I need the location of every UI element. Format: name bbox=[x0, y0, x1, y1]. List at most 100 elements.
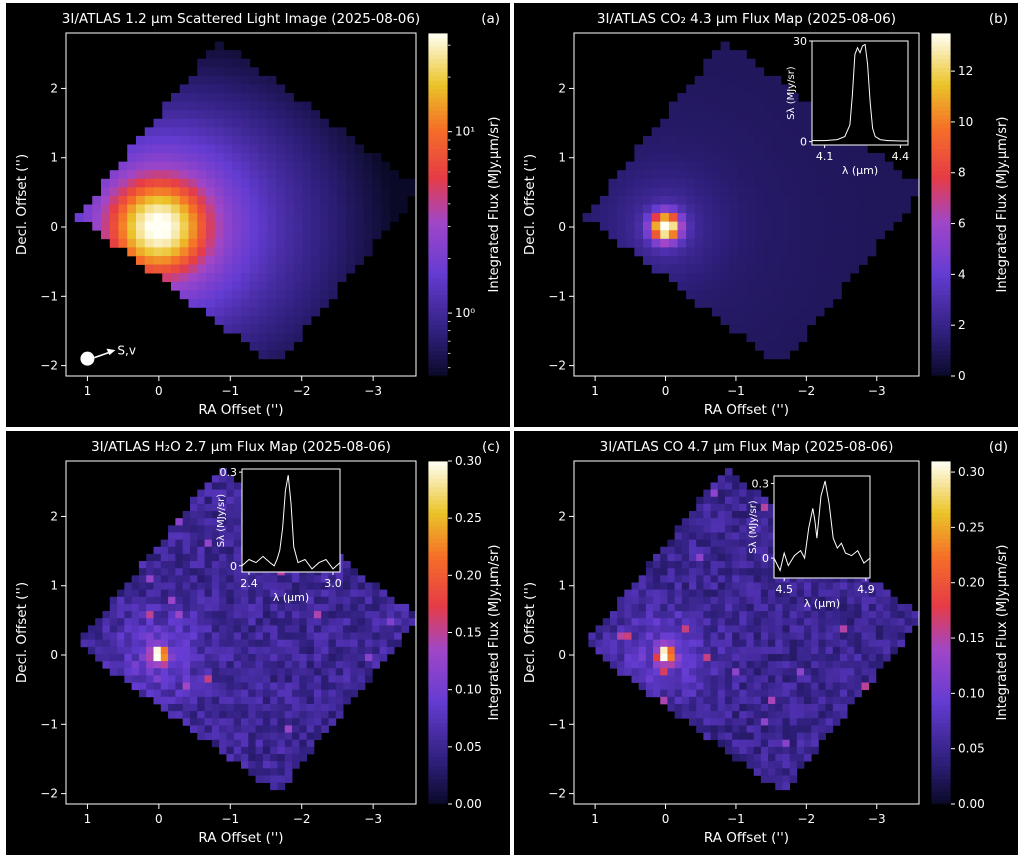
heatmap-pixel bbox=[806, 230, 816, 240]
heatmap-pixel bbox=[168, 639, 176, 648]
heatmap-pixel bbox=[171, 213, 181, 223]
heatmap-pixel bbox=[806, 127, 816, 137]
heatmap-pixel bbox=[144, 204, 154, 214]
heatmap-pixel bbox=[861, 625, 870, 633]
heatmap-pixel bbox=[668, 153, 678, 163]
heatmap-pixel bbox=[796, 718, 805, 726]
heatmap-pixel bbox=[760, 639, 769, 648]
heatmap-pixel bbox=[357, 675, 366, 683]
heatmap-pixel bbox=[712, 84, 722, 94]
heatmap-pixel bbox=[681, 603, 690, 612]
heatmap-pixel bbox=[674, 553, 683, 562]
heatmap-pixel bbox=[306, 711, 315, 719]
heatmap-pixel bbox=[293, 255, 303, 265]
colorbar-segment bbox=[428, 290, 448, 296]
heatmap-pixel bbox=[763, 333, 773, 343]
heatmap-pixel bbox=[277, 575, 286, 583]
heatmap-pixel bbox=[241, 746, 249, 755]
heatmap-pixel bbox=[241, 101, 251, 111]
heatmap-pixel bbox=[350, 589, 359, 598]
heatmap-pixel bbox=[249, 118, 259, 128]
heatmap-pixel bbox=[197, 84, 207, 94]
heatmap-pixel bbox=[686, 127, 696, 137]
heatmap-pixel bbox=[311, 170, 321, 180]
panel-label: (d) bbox=[989, 439, 1008, 455]
heatmap-pixel bbox=[638, 675, 647, 683]
colorbar-segment bbox=[931, 469, 951, 475]
heatmap-pixel bbox=[394, 603, 402, 612]
heatmap-pixel bbox=[258, 255, 268, 265]
heatmap-pixel bbox=[703, 204, 713, 214]
inset-x-axis-label: λ (µm) bbox=[842, 164, 878, 177]
heatmap-pixel bbox=[763, 290, 773, 300]
heatmap-pixel bbox=[109, 195, 119, 205]
heatmap-pixel bbox=[694, 264, 704, 274]
heatmap-pixel bbox=[328, 611, 337, 619]
heatmap-pixel bbox=[717, 503, 726, 512]
colorbar-segment bbox=[931, 598, 951, 604]
colorbar-segment bbox=[931, 563, 951, 569]
heatmap-pixel bbox=[233, 689, 242, 698]
heatmap-pixel bbox=[660, 632, 668, 641]
heatmap-pixel bbox=[168, 589, 176, 598]
heatmap-pixel bbox=[118, 221, 128, 231]
heatmap-pixel bbox=[284, 618, 293, 626]
colorbar-segment bbox=[428, 350, 448, 356]
heatmap-pixel bbox=[214, 118, 224, 128]
heatmap-pixel bbox=[160, 618, 169, 626]
heatmap-pixel bbox=[753, 696, 762, 705]
heatmap-pixel bbox=[241, 696, 249, 705]
heatmap-pixel bbox=[753, 568, 762, 576]
heatmap-pixel bbox=[703, 144, 713, 154]
heatmap-pixel bbox=[755, 273, 765, 283]
heatmap-pixel bbox=[824, 144, 834, 154]
heatmap-pixel bbox=[696, 511, 704, 519]
heatmap-pixel bbox=[204, 532, 213, 541]
colorbar-segment bbox=[931, 273, 951, 278]
colorbar-segment bbox=[931, 41, 951, 47]
heatmap-pixel bbox=[255, 639, 264, 648]
colorbar-segment bbox=[428, 247, 448, 253]
heatmap-pixel bbox=[311, 230, 321, 240]
heatmap-pixel bbox=[188, 290, 198, 300]
heatmap-pixel bbox=[753, 668, 762, 676]
heatmap-pixel bbox=[233, 639, 242, 648]
heatmap-pixel bbox=[188, 127, 198, 137]
heatmap-pixel bbox=[804, 732, 812, 741]
heatmap-pixel bbox=[328, 703, 337, 712]
heatmap-pixel bbox=[153, 255, 163, 265]
heatmap-pixel bbox=[179, 127, 189, 137]
heatmap-pixel bbox=[643, 178, 653, 188]
heatmap-pixel bbox=[248, 689, 256, 698]
colorbar-segment bbox=[931, 791, 951, 797]
heatmap-pixel bbox=[806, 238, 816, 248]
heatmap-pixel bbox=[703, 675, 711, 683]
heatmap-pixel bbox=[768, 589, 776, 598]
heatmap-pixel bbox=[893, 204, 903, 214]
heatmap-pixel bbox=[686, 93, 696, 102]
heatmap-pixel bbox=[319, 170, 329, 180]
heatmap-pixel bbox=[796, 639, 805, 648]
heatmap-pixel bbox=[248, 732, 256, 741]
heatmap-pixel bbox=[109, 238, 119, 248]
heatmap-pixel bbox=[136, 195, 146, 205]
heatmap-pixel bbox=[270, 682, 278, 691]
heatmap-pixel bbox=[608, 221, 618, 231]
heatmap-pixel bbox=[753, 761, 762, 769]
heatmap-pixel bbox=[763, 281, 773, 291]
heatmap-pixel bbox=[214, 75, 224, 85]
heatmap-pixel bbox=[712, 135, 722, 145]
heatmap-pixel bbox=[284, 324, 294, 334]
heatmap-pixel bbox=[689, 553, 697, 562]
heatmap-pixel bbox=[124, 589, 133, 598]
heatmap-pixel bbox=[363, 238, 373, 248]
heatmap-pixel bbox=[904, 625, 913, 633]
heatmap-pixel bbox=[87, 646, 96, 655]
heatmap-pixel bbox=[897, 625, 906, 633]
heatmap-pixel bbox=[335, 703, 344, 712]
heatmap-pixel bbox=[746, 290, 756, 300]
heatmap-pixel bbox=[182, 596, 191, 605]
heatmap-pixel bbox=[284, 711, 293, 719]
heatmap-pixel bbox=[223, 84, 233, 94]
heatmap-pixel bbox=[248, 696, 256, 705]
